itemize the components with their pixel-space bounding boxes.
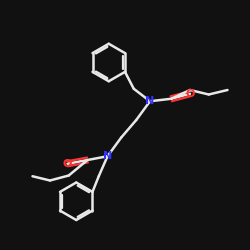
- Text: O: O: [185, 89, 195, 99]
- Text: O: O: [63, 159, 72, 169]
- Text: N: N: [146, 96, 154, 106]
- Text: N: N: [103, 151, 112, 161]
